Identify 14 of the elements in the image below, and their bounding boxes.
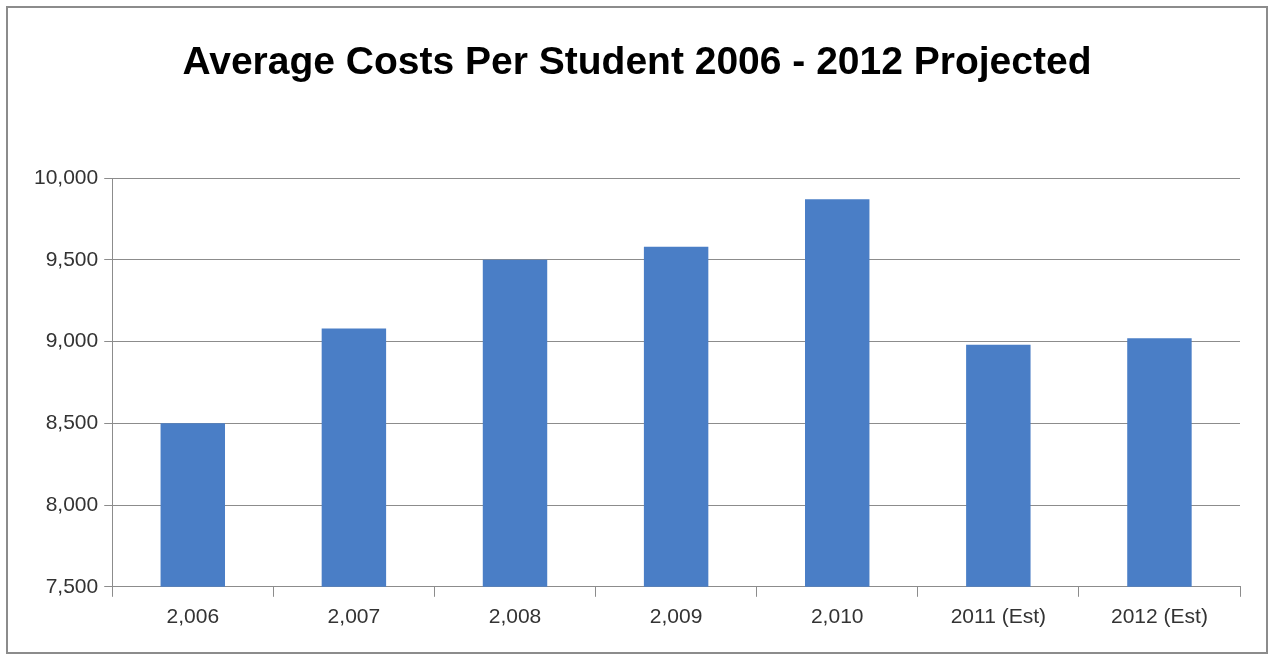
x-tick-label: 2,007: [327, 604, 381, 628]
y-tick-label: 9,000: [45, 328, 99, 352]
y-tick-label: 8,000: [45, 491, 99, 515]
x-tick-label: 2,009: [649, 604, 703, 628]
x-tick-label: 2,010: [810, 604, 864, 628]
y-tick-label: 8,500: [45, 410, 99, 434]
y-tick-label: 7,500: [45, 573, 99, 597]
y-tick-label: 10,000: [34, 164, 99, 188]
chart-title: Average Costs Per Student 2006 - 2012 Projected: [181, 38, 1093, 84]
x-tick-label: 2,008: [488, 604, 542, 628]
y-tick-label: 9,500: [45, 246, 99, 270]
x-tick-label: 2011 (Est): [950, 604, 1046, 628]
x-tick-label: 2012 (Est): [1111, 604, 1208, 628]
x-tick-label: 2,006: [166, 604, 220, 628]
